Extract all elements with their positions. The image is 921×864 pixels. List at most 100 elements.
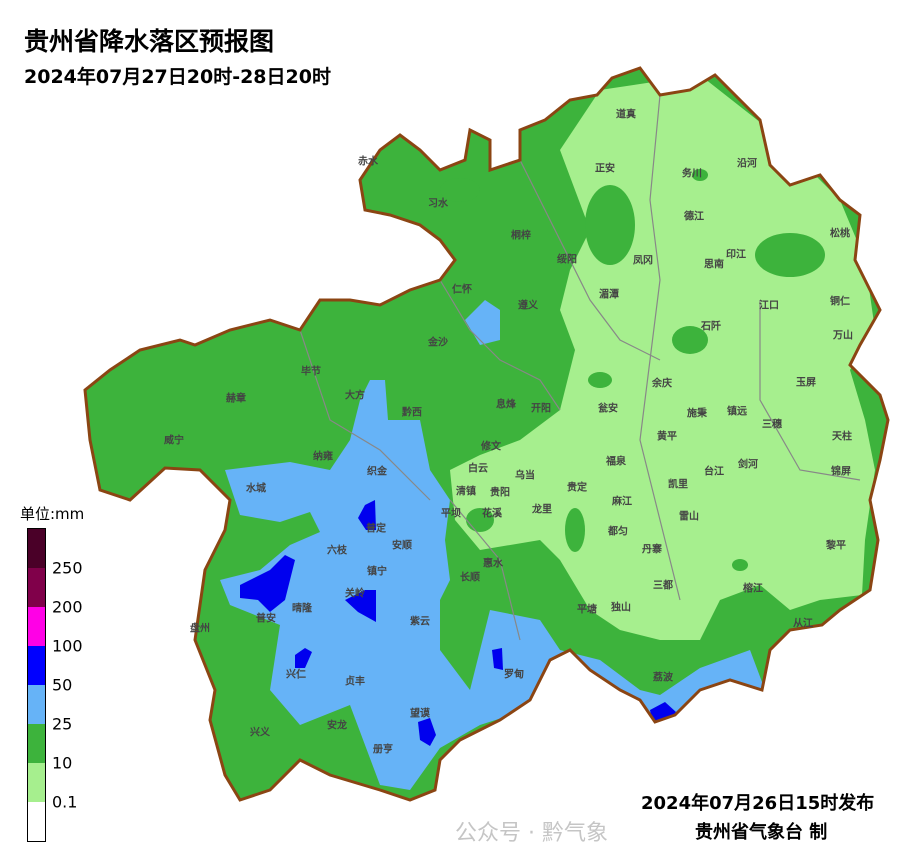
rain-10-25-patch (466, 508, 494, 532)
legend-swatch (28, 646, 45, 685)
county-label: 龙里 (532, 504, 552, 516)
rain-0.1-10-area (450, 75, 875, 640)
province-boundary (83, 66, 890, 802)
county-label: 丹寨 (642, 544, 662, 556)
county-label: 息烽 (496, 399, 516, 411)
legend-swatch (28, 724, 45, 763)
county-label: 麻江 (612, 496, 632, 508)
county-label: 金沙 (428, 337, 448, 349)
county-label: 普定 (366, 523, 386, 535)
county-label: 紫云 (410, 616, 430, 628)
county-label: 清镇 (456, 486, 476, 498)
county-boundary (519, 159, 661, 361)
county-label: 望谟 (410, 708, 430, 720)
county-boundary (439, 279, 561, 411)
county-label: 正安 (595, 163, 615, 175)
county-label: 福泉 (606, 456, 626, 468)
county-boundary (449, 499, 521, 641)
county-label: 关岭 (345, 588, 365, 600)
map-subtitle: 2024年07月27日20时-28日20时 (24, 66, 331, 88)
county-label: 水城 (246, 483, 266, 495)
county-label: 玉屏 (796, 377, 816, 389)
legend-swatch (28, 685, 45, 724)
rain-10-25-patch (692, 169, 708, 181)
legend-swatch (28, 763, 45, 802)
county-label: 贞丰 (345, 676, 365, 688)
county-label: 罗甸 (504, 669, 524, 681)
county-label: 平坝 (441, 508, 461, 520)
legend-tick-label: 50 (52, 675, 73, 695)
rain-50-100-area (345, 590, 376, 622)
legend-tick-label: 25 (52, 714, 73, 734)
county-label: 榕江 (743, 583, 763, 595)
issuer: 贵州省气象台 制 (695, 822, 828, 843)
rain-50-100-area (418, 718, 436, 746)
county-label: 铜仁 (830, 296, 850, 308)
county-label: 施秉 (687, 408, 707, 420)
county-label: 独山 (611, 602, 631, 614)
legend-swatch (28, 568, 45, 607)
county-boundary (759, 300, 861, 481)
county-label: 天柱 (832, 431, 852, 443)
county-label: 万山 (833, 330, 853, 342)
rain-10-25-patch (732, 559, 748, 571)
county-label: 江口 (759, 300, 779, 312)
county-label: 惠水 (483, 558, 503, 570)
county-label: 长顺 (460, 572, 480, 584)
county-label: 盘州 (190, 623, 210, 635)
county-label: 贵阳 (490, 487, 510, 499)
legend-tick-label: 0.1 (52, 792, 78, 812)
county-label: 沿河 (737, 158, 757, 170)
county-label: 平塘 (577, 604, 597, 616)
county-label: 从江 (793, 618, 813, 630)
map-title: 贵州省降水落区预报图 (24, 27, 275, 56)
county-label: 兴仁 (286, 669, 306, 681)
county-label: 开阳 (531, 403, 551, 415)
county-label: 德江 (684, 211, 704, 223)
county-label: 石阡 (701, 321, 721, 333)
county-label: 毕节 (301, 366, 321, 378)
county-label: 黎平 (826, 540, 846, 552)
legend-swatch (28, 802, 45, 841)
legend-tick-label: 10 (52, 753, 73, 773)
county-label: 瓮安 (598, 403, 618, 415)
county-label: 镇宁 (367, 566, 387, 578)
county-label: 赫章 (226, 393, 246, 405)
rain-50-100-area (295, 648, 312, 668)
county-label: 威宁 (164, 435, 184, 447)
county-label: 普安 (256, 613, 276, 625)
county-label: 黄平 (657, 431, 677, 443)
county-label: 安龙 (327, 720, 347, 732)
county-label: 册亨 (373, 744, 393, 756)
rain-10-25-patch (565, 508, 585, 552)
county-label: 黔西 (402, 407, 422, 419)
county-label: 镇远 (727, 406, 747, 418)
county-label: 贵定 (567, 482, 587, 494)
county-label: 织金 (367, 466, 387, 478)
county-boundary (649, 94, 661, 361)
rain-10-25-patch (672, 326, 708, 354)
county-label: 松桃 (830, 228, 850, 240)
watermark: 公众号 · 黔气象 (455, 821, 608, 846)
county-label: 大方 (345, 390, 365, 402)
county-label: 锦屏 (831, 466, 851, 478)
county-label: 思南 (704, 259, 724, 271)
rain-50-100-area (240, 555, 295, 612)
rain-25-50-area (220, 380, 765, 790)
county-label: 乌当 (515, 470, 535, 482)
legend-swatch (28, 607, 45, 646)
county-label: 都匀 (608, 526, 628, 538)
county-label: 道真 (616, 109, 636, 121)
county-label: 白云 (468, 463, 488, 475)
county-label: 花溪 (482, 508, 502, 520)
county-label: 湄潭 (599, 289, 619, 301)
rain-10-25-patch (588, 372, 612, 388)
county-label: 桐梓 (511, 230, 531, 242)
county-label: 安顺 (392, 540, 412, 552)
legend-tick-label: 200 (52, 597, 83, 617)
county-label: 剑河 (738, 459, 758, 471)
county-label: 仁怀 (452, 284, 472, 296)
county-label: 遵义 (518, 300, 538, 312)
